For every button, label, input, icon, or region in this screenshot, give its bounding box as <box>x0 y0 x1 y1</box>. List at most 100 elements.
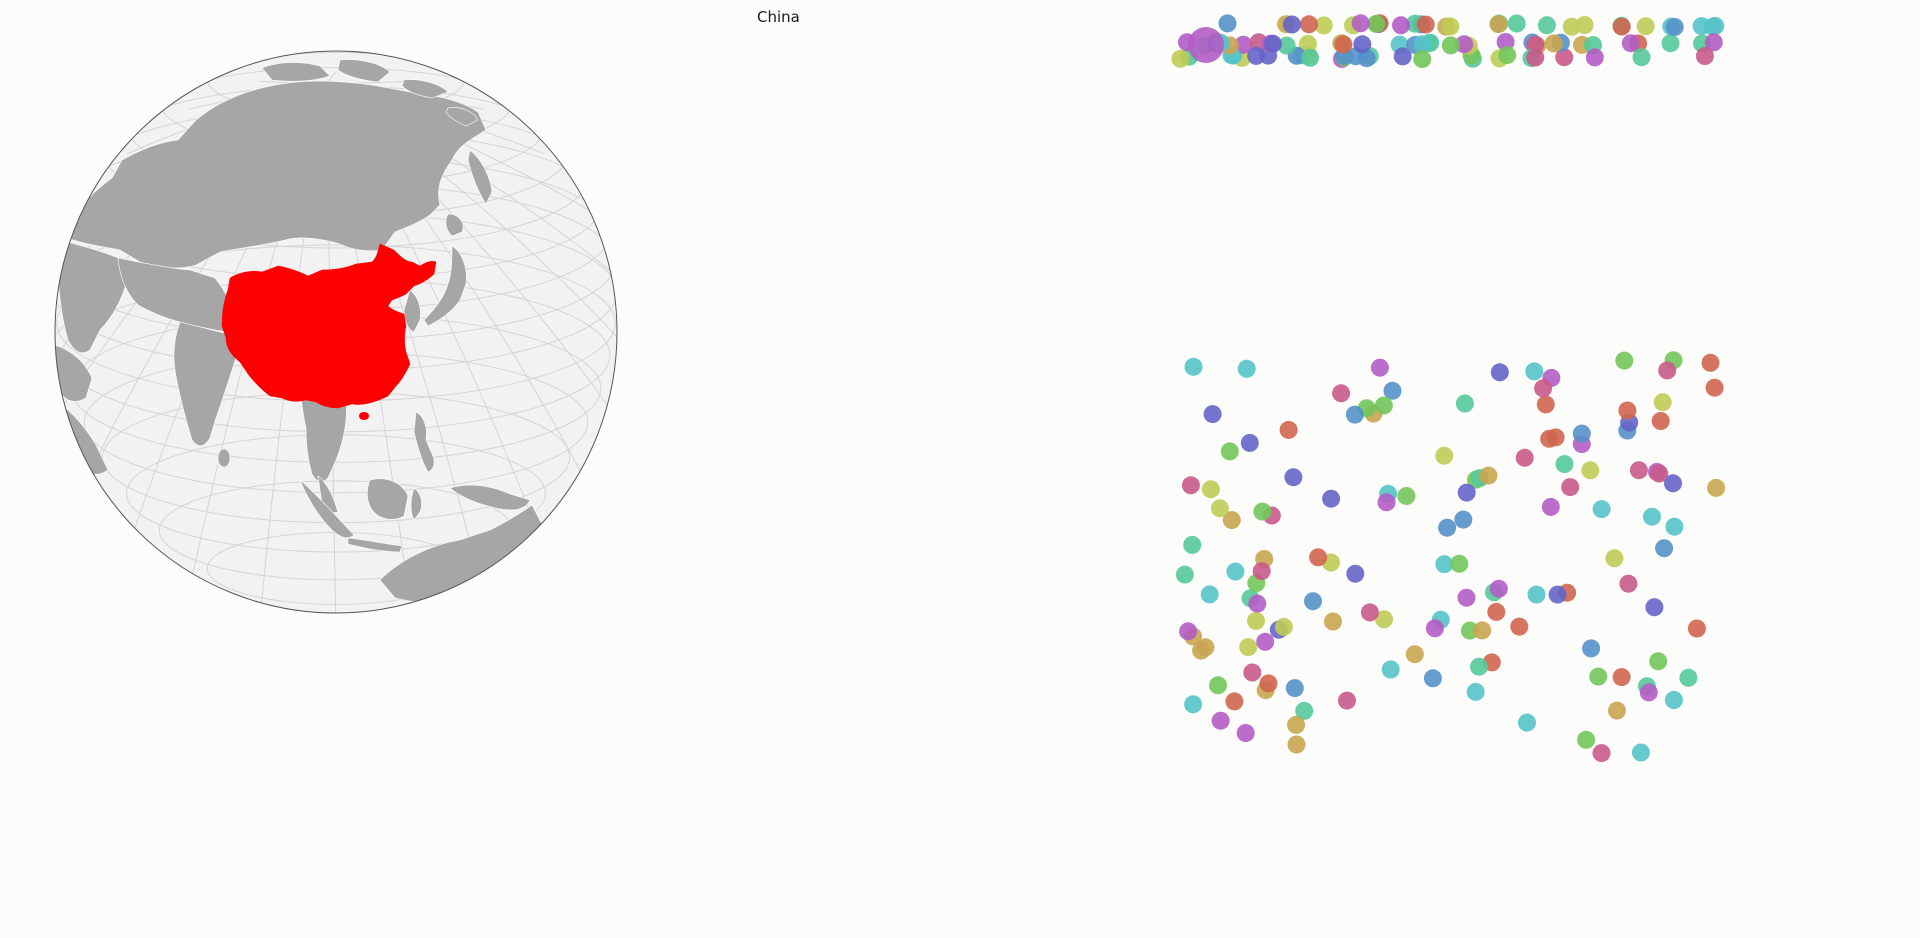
bubble <box>1561 478 1580 497</box>
bubble <box>1703 17 1722 36</box>
bubble <box>1457 588 1476 607</box>
bubble <box>1462 46 1481 65</box>
bubble <box>1236 724 1255 742</box>
bubble <box>1515 448 1534 467</box>
bubble <box>1548 585 1567 604</box>
bubble <box>1457 483 1476 502</box>
bubble <box>1612 668 1631 687</box>
hainan-island <box>359 412 369 420</box>
bubble <box>1454 510 1473 529</box>
bubble <box>1200 585 1219 604</box>
bubble <box>1629 461 1648 480</box>
bubble <box>1612 16 1631 35</box>
bubble <box>1455 394 1474 413</box>
bubble <box>1304 592 1322 611</box>
bubble <box>1620 413 1639 432</box>
bubble <box>1496 33 1515 51</box>
bubble <box>1192 641 1211 660</box>
bubble <box>1540 429 1559 448</box>
bubble <box>1225 692 1244 711</box>
bubble <box>1324 612 1342 631</box>
bubble <box>1369 15 1388 34</box>
bubble <box>1287 735 1306 754</box>
selected-country-label: China <box>757 8 800 26</box>
bubble <box>1653 393 1672 412</box>
bubble <box>1357 49 1376 68</box>
bubble <box>1585 48 1604 67</box>
bubble <box>1423 669 1442 688</box>
bubble <box>1375 610 1394 629</box>
bubble <box>1485 583 1503 602</box>
bubble <box>1377 493 1396 512</box>
bubble <box>1277 15 1296 34</box>
bubble <box>1247 46 1266 65</box>
bubble <box>1277 36 1296 55</box>
bubble <box>1463 49 1482 68</box>
bubble <box>1247 611 1265 630</box>
bubble <box>1360 603 1379 622</box>
bubble <box>1379 484 1398 503</box>
bubble <box>1518 713 1536 732</box>
bubble <box>1648 462 1666 481</box>
bubble <box>1293 46 1312 65</box>
bubble <box>1248 594 1267 613</box>
bubble <box>1643 507 1661 526</box>
borneo <box>366 478 409 520</box>
bubble <box>1222 511 1241 530</box>
bubble <box>1370 14 1389 33</box>
bubble <box>1259 46 1278 65</box>
bubble <box>1438 518 1457 537</box>
bubble <box>1665 517 1684 536</box>
bubble <box>1332 384 1351 403</box>
bubble <box>1346 564 1365 583</box>
bubble <box>1473 621 1492 640</box>
sumatra <box>299 479 355 539</box>
bubble <box>1664 691 1683 709</box>
bubble <box>1301 48 1320 67</box>
bubble <box>1392 16 1410 35</box>
bubble <box>1201 480 1220 499</box>
bubble <box>1435 446 1454 465</box>
bubble <box>1479 466 1498 485</box>
bubble <box>1639 683 1658 702</box>
sri-lanka <box>217 448 231 468</box>
bubble <box>1261 34 1280 53</box>
bubble <box>1425 619 1444 638</box>
bubble <box>1282 15 1301 34</box>
bubble <box>1575 16 1594 34</box>
bubble <box>1523 33 1542 52</box>
bubble <box>1592 744 1611 763</box>
bubble <box>1353 35 1372 54</box>
bubble <box>1490 14 1509 33</box>
bubble <box>1687 619 1706 638</box>
bubble <box>1573 35 1591 54</box>
bubble <box>1390 35 1409 54</box>
bubble <box>1693 34 1712 53</box>
bubble <box>1441 36 1460 55</box>
bubble <box>1364 404 1383 423</box>
bubble <box>1405 645 1424 664</box>
bubble <box>1397 487 1416 505</box>
bubble <box>1618 421 1637 440</box>
bubble <box>1181 476 1200 495</box>
country-china[interactable] <box>221 243 437 409</box>
bubble <box>1357 399 1376 418</box>
bubble <box>1665 18 1684 36</box>
middle-east <box>57 239 129 353</box>
globe-map[interactable] <box>0 0 620 620</box>
bubble <box>1332 49 1351 68</box>
bubble <box>1344 16 1362 35</box>
bubble <box>1233 48 1252 67</box>
bubble <box>1300 15 1318 34</box>
bubble <box>1210 499 1229 518</box>
bubble <box>1701 353 1720 372</box>
kamchatka <box>467 149 493 205</box>
bubble <box>1171 49 1190 68</box>
sulawesi <box>410 487 422 521</box>
bubble <box>1645 598 1664 617</box>
bubble <box>1562 17 1581 36</box>
bubble <box>1467 470 1485 489</box>
arctic-island-2 <box>337 59 391 83</box>
bubble <box>1537 16 1556 35</box>
bubble <box>1259 674 1278 693</box>
